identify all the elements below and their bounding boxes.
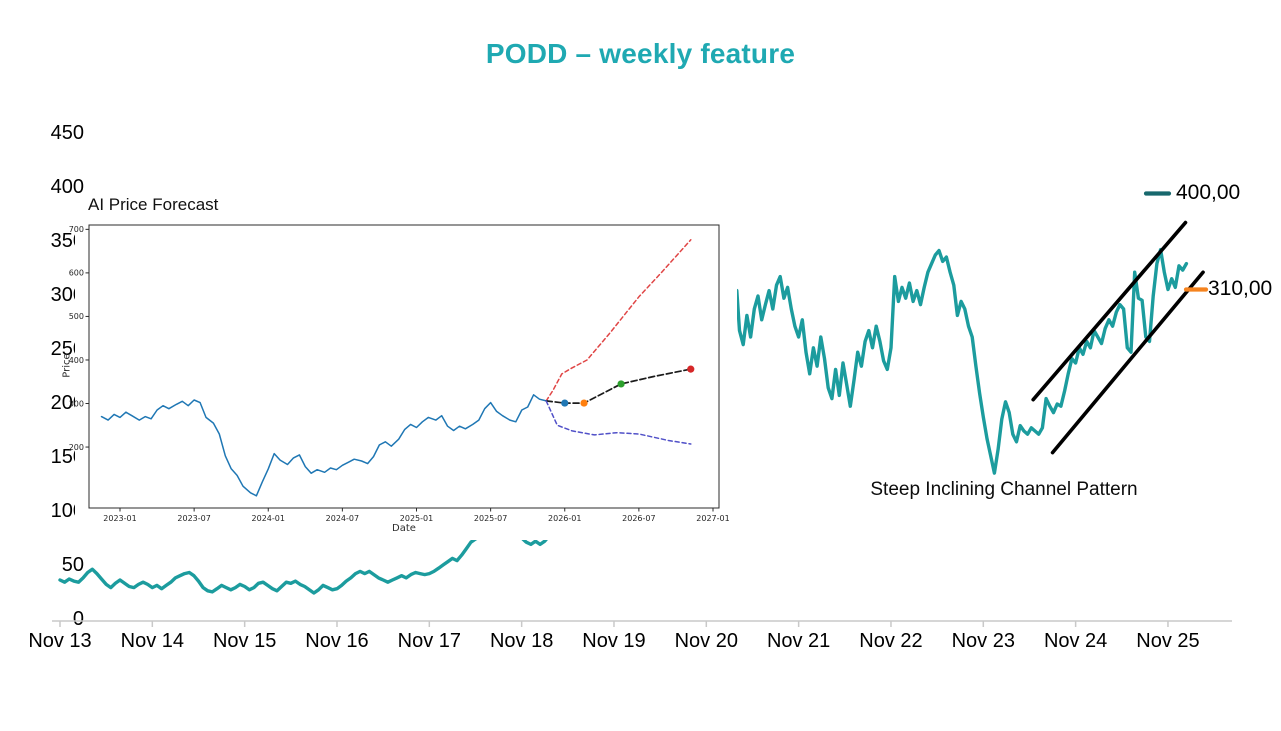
inset-x-tick-label: 2023-07	[177, 514, 210, 523]
x-axis-label: Nov 13	[28, 630, 92, 652]
forecast-chart: 200 300 400 500 600 700 2023-01 2023-07 2024-01 2…	[69, 224, 730, 523]
inset-x-tick-label: 2026-01	[548, 514, 581, 523]
price-level-label-310: 310,00	[1208, 277, 1273, 300]
weekly-price-line	[58, 247, 1189, 595]
inset-x-tick-label: 2026-07	[622, 514, 655, 523]
inset-x-tick-label: 2024-07	[326, 514, 359, 523]
page-title: PODD – weekly feature	[485, 38, 796, 69]
channel-lower-line	[1050, 270, 1205, 455]
x-axis-label: Nov 15	[212, 630, 277, 652]
bull-forecast-line	[545, 239, 692, 402]
channel-upper-line	[1031, 220, 1188, 402]
inset-x-tick-label: 2027-01	[696, 514, 729, 523]
inset-x-tick-label: 2024-01	[252, 514, 285, 523]
x-axis-label: Nov 22	[859, 630, 923, 652]
inset-x-tick-label: 2025-07	[474, 514, 507, 523]
x-axis-label: Nov 17	[397, 630, 461, 652]
y-axis-label: 400	[50, 176, 84, 198]
x-axis-label: Nov 21	[766, 630, 831, 652]
inset-axes-box	[88, 224, 720, 509]
price-level-label-400: 400,00	[1176, 181, 1241, 204]
y-axis-label: 50	[61, 554, 84, 576]
y-axis-label: 450	[50, 122, 84, 144]
inset-y-tick-label: 500	[69, 312, 84, 321]
forecast-point-1-marker	[561, 399, 569, 407]
inset-x-tick-label: 2023-01	[103, 514, 136, 523]
forecast-point-3-marker	[617, 380, 625, 388]
channel-pattern-label: Steep Inclining Channel Pattern	[870, 479, 1138, 500]
x-axis-label: Nov 24	[1043, 630, 1108, 652]
history-line	[100, 394, 547, 497]
x-axis-label: Nov 18	[489, 630, 554, 652]
forecast-point-2-marker	[580, 399, 588, 407]
inset-y-tick-label: 600	[69, 269, 84, 278]
x-axis-label: Nov 19	[582, 630, 646, 652]
inset-yaxis-label: Price	[61, 353, 73, 378]
x-axis-label: Nov 14	[120, 630, 185, 652]
forecast-inset: AI Price Forecast 200 300 400 500 600 700 2023…	[62, 195, 737, 540]
x-axis-label: Nov 20	[674, 630, 738, 652]
forecast-point-4-marker	[687, 365, 695, 373]
inset-title: AI Price Forecast	[88, 195, 219, 214]
y-axis-label: 0	[72, 608, 84, 630]
inset-y-tick-label: 400	[69, 356, 84, 365]
x-axis-label: Nov 23	[951, 630, 1015, 652]
inset-y-tick-label: 200	[69, 443, 84, 452]
bear-forecast-line	[545, 400, 692, 445]
inset-x-tick-label: 2025-01	[400, 514, 433, 523]
x-axis-label: Nov 25	[1136, 630, 1200, 652]
inset-y-tick-label: 300	[69, 399, 84, 408]
x-axis-label: Nov 16	[305, 630, 369, 652]
inset-xaxis-label: Date	[392, 523, 416, 534]
inset-y-tick-label: 700	[69, 225, 84, 234]
